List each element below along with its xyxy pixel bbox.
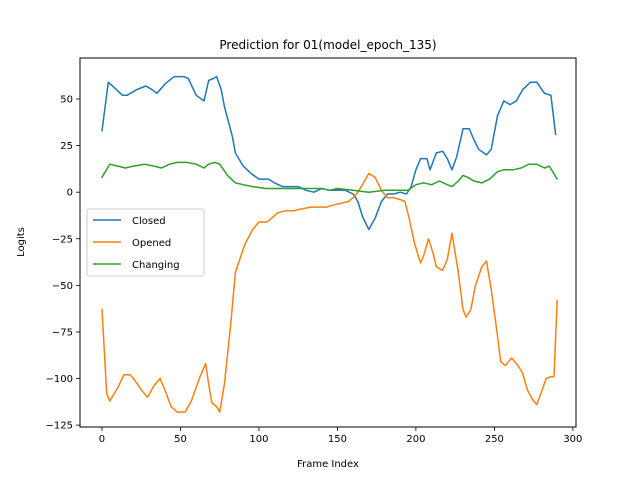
y-tick-label: 50 [60, 95, 73, 106]
x-tick-label: 200 [406, 434, 425, 445]
x-tick-label: 300 [563, 434, 582, 445]
y-tick-label: −125 [46, 421, 73, 432]
legend: Closed Opened Changing [86, 208, 205, 277]
series-line-opened [101, 172, 558, 413]
series-layer [101, 75, 558, 413]
y-axis: −125 −100 −75 −50 −25 0 25 50 [46, 95, 80, 432]
y-tick-label: 0 [67, 188, 73, 199]
chart-title: Prediction for 01(model_epoch_135) [219, 38, 436, 52]
y-tick-label: −100 [46, 374, 73, 385]
x-axis: 0 50 100 150 200 250 300 [99, 427, 582, 445]
x-tick-label: 50 [174, 434, 187, 445]
series-line-closed [101, 75, 557, 231]
x-tick-label: 0 [99, 434, 105, 445]
y-tick-label: −75 [52, 327, 73, 338]
plot-area-frame [79, 57, 577, 428]
y-axis-label: Logits [16, 227, 27, 257]
x-axis-label: Frame Index [297, 459, 359, 470]
series-line-changing [101, 161, 558, 193]
legend-label-closed: Closed [132, 216, 166, 227]
y-tick-label: −25 [52, 234, 73, 245]
x-tick-label: 250 [485, 434, 504, 445]
y-tick-label: 25 [60, 141, 73, 152]
legend-label-opened: Opened [132, 238, 171, 249]
x-tick-label: 100 [249, 434, 268, 445]
legend-box [86, 208, 205, 277]
x-tick-label: 150 [328, 434, 347, 445]
legend-label-changing: Changing [132, 260, 180, 271]
y-tick-label: −50 [52, 281, 73, 292]
